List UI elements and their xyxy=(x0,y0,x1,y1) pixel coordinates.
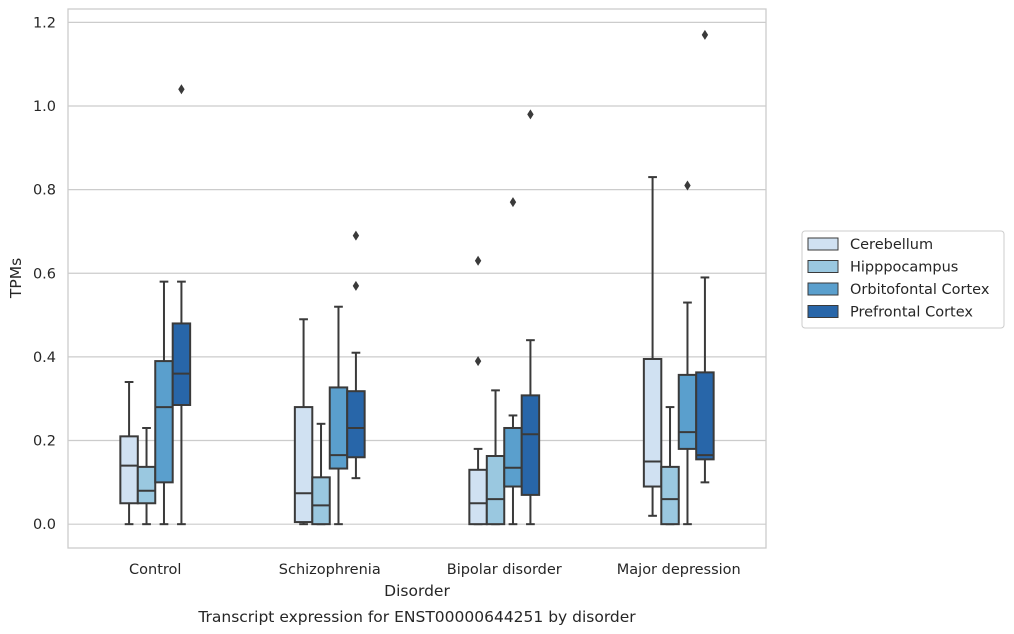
box-iqr xyxy=(660,465,680,526)
legend: Cerebellum Hipppocampus Orbitofontal Corte… xyxy=(801,230,1005,329)
box-group xyxy=(520,109,541,526)
box-iqr xyxy=(154,360,174,484)
legend-swatch xyxy=(807,237,839,251)
box-iqr xyxy=(119,435,139,505)
outlier-marker xyxy=(701,29,709,40)
y-axis-label: TPMs xyxy=(7,258,25,299)
box-group xyxy=(171,84,192,526)
y-tick-label: 0.0 xyxy=(33,517,56,533)
box-group xyxy=(346,230,366,480)
box-iqr xyxy=(520,394,541,496)
boxes xyxy=(119,29,715,526)
y-tick-label: 0.2 xyxy=(33,434,56,450)
y-tick-label: 0.4 xyxy=(33,350,56,366)
outlier-marker xyxy=(474,356,482,367)
box-iqr xyxy=(468,468,488,526)
y-tick-label: 1.0 xyxy=(33,99,56,115)
outlier-marker xyxy=(352,280,360,291)
legend-label: Orbitofontal Cortex xyxy=(850,282,990,298)
outlier-marker xyxy=(527,109,534,120)
box-iqr xyxy=(311,476,331,526)
legend-label: Cerebellum xyxy=(850,237,933,253)
legend-swatch xyxy=(807,282,839,296)
legend-frame xyxy=(801,230,1005,329)
x-axis-ticks: Control Schizophrenia Bipolar disorder Majo… xyxy=(129,562,741,578)
box-iqr xyxy=(642,357,663,488)
outlier-marker xyxy=(474,255,482,266)
y-axis-ticks: 0.0 0.2 0.4 0.6 0.8 1.0 1.2 xyxy=(33,15,56,533)
box-group xyxy=(642,176,663,517)
legend-swatch xyxy=(807,260,839,273)
outlier-marker xyxy=(352,230,360,241)
outlier-marker xyxy=(684,180,691,191)
box-iqr xyxy=(503,426,523,488)
box-iqr xyxy=(695,371,715,461)
box-iqr xyxy=(677,373,698,450)
box-group xyxy=(328,305,349,526)
box-group xyxy=(468,255,488,526)
box-group xyxy=(677,180,698,526)
box-iqr xyxy=(328,386,349,470)
y-tick-label: 0.6 xyxy=(33,266,56,282)
box-group xyxy=(154,280,174,526)
legend-swatch xyxy=(807,305,839,318)
x-tick-label: Major depression xyxy=(617,562,741,578)
y-tick-label: 0.8 xyxy=(33,183,56,199)
box-group xyxy=(136,426,157,526)
box-iqr xyxy=(171,322,192,406)
outlier-marker xyxy=(178,84,185,95)
box-iqr xyxy=(346,390,366,459)
chart-caption: Transcript expression for ENST0000064425… xyxy=(197,608,636,626)
box-iqr xyxy=(485,455,506,526)
y-tick-label: 1.2 xyxy=(33,15,56,31)
legend-label: Prefrontal Cortex xyxy=(850,305,973,321)
x-tick-label: Schizophrenia xyxy=(279,562,381,578)
box-group xyxy=(485,389,506,526)
box-group xyxy=(293,318,314,526)
plot-frame xyxy=(67,8,767,549)
box-iqr xyxy=(136,465,157,505)
box-group xyxy=(119,380,139,526)
x-tick-label: Control xyxy=(129,562,181,578)
box-group xyxy=(660,406,680,526)
x-tick-label: Bipolar disorder xyxy=(447,562,562,578)
box-iqr xyxy=(293,406,314,524)
x-axis-label: Disorder xyxy=(384,582,450,600)
box-group xyxy=(503,197,523,526)
box-group xyxy=(311,422,331,526)
box-group xyxy=(695,29,715,484)
outlier-marker xyxy=(509,197,517,208)
legend-label: Hipppocampus xyxy=(850,260,958,276)
